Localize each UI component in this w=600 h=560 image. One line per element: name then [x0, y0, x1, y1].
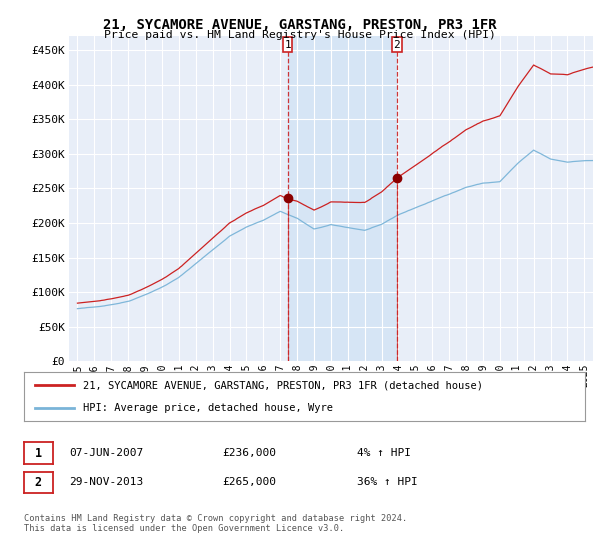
- Text: 29-NOV-2013: 29-NOV-2013: [69, 477, 143, 487]
- Text: 21, SYCAMORE AVENUE, GARSTANG, PRESTON, PR3 1FR: 21, SYCAMORE AVENUE, GARSTANG, PRESTON, …: [103, 18, 497, 32]
- Text: 36% ↑ HPI: 36% ↑ HPI: [357, 477, 418, 487]
- Text: Price paid vs. HM Land Registry's House Price Index (HPI): Price paid vs. HM Land Registry's House …: [104, 30, 496, 40]
- Text: 21, SYCAMORE AVENUE, GARSTANG, PRESTON, PR3 1FR (detached house): 21, SYCAMORE AVENUE, GARSTANG, PRESTON, …: [83, 380, 483, 390]
- Text: 4% ↑ HPI: 4% ↑ HPI: [357, 448, 411, 458]
- Text: HPI: Average price, detached house, Wyre: HPI: Average price, detached house, Wyre: [83, 403, 333, 413]
- Text: 1: 1: [284, 40, 291, 49]
- Bar: [287, 36, 397, 361]
- Text: Contains HM Land Registry data © Crown copyright and database right 2024.
This d: Contains HM Land Registry data © Crown c…: [24, 514, 407, 534]
- Text: 1: 1: [35, 446, 42, 460]
- Text: 07-JUN-2007: 07-JUN-2007: [69, 448, 143, 458]
- Text: 2: 2: [35, 475, 42, 489]
- FancyBboxPatch shape: [283, 37, 292, 52]
- Text: £236,000: £236,000: [222, 448, 276, 458]
- Text: £265,000: £265,000: [222, 477, 276, 487]
- FancyBboxPatch shape: [392, 37, 401, 52]
- Text: 2: 2: [394, 40, 400, 49]
